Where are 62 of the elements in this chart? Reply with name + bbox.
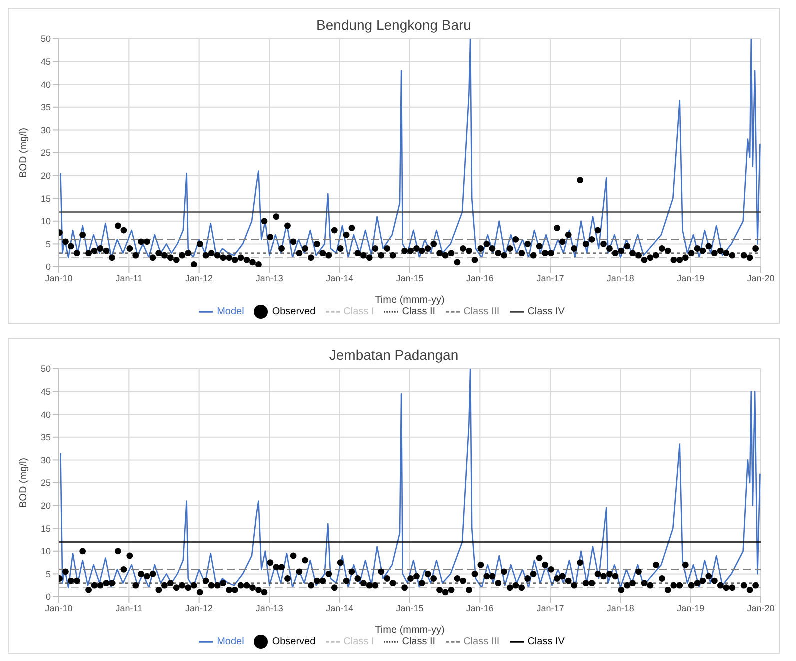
y-tick-label: 25 <box>40 478 51 488</box>
x-tick-label: Jan-11 <box>116 273 143 284</box>
x-tick-label: Jan-17 <box>536 603 564 614</box>
y-tick-label: 25 <box>40 148 51 158</box>
chart-title: Jembatan Padangan <box>328 346 460 363</box>
legend-label: Class II <box>402 636 436 648</box>
y-tick-label: 30 <box>40 455 51 466</box>
x-tick-label: Jan-18 <box>606 603 634 614</box>
x-tick-label: Jan-20 <box>747 273 775 284</box>
y-axis-title: BOD (mg/l) <box>18 128 30 178</box>
x-tick-label: Jan-11 <box>116 603 143 614</box>
x-tick-label: Jan-10 <box>45 603 73 614</box>
legend-label: Class III <box>464 636 500 648</box>
legend-label: Observed <box>272 306 316 318</box>
x-tick-label: Jan-20 <box>747 603 775 614</box>
legend-label: Class IV <box>528 636 565 648</box>
y-tick-label: 0 <box>46 592 51 602</box>
x-tick-label: Jan-19 <box>677 273 705 284</box>
legend-label: Model <box>217 636 244 648</box>
x-tick-label: Jan-14 <box>326 603 354 614</box>
y-tick-label: 30 <box>40 125 51 136</box>
legend-label: Model <box>217 306 244 318</box>
x-tick-label: Jan-13 <box>256 603 284 614</box>
x-tick-label: Jan-16 <box>466 603 494 614</box>
x-tick-label: Jan-14 <box>326 273 354 284</box>
y-tick-label: 20 <box>40 170 51 181</box>
y-tick-label: 50 <box>40 364 51 374</box>
legend-label: Class II <box>402 306 436 318</box>
y-tick-label: 0 <box>46 262 51 272</box>
x-tick-label: Jan-12 <box>186 273 214 284</box>
x-axis-title: Time (mmm-yy) <box>375 295 445 306</box>
legend-label: Class III <box>464 306 500 318</box>
y-tick-label: 45 <box>40 56 51 67</box>
y-tick-label: 40 <box>40 80 51 90</box>
legend-label: Observed <box>272 636 316 648</box>
legend-label: Class I <box>344 636 374 648</box>
x-axis-title: Time (mmm-yy) <box>375 625 445 636</box>
y-tick-label: 35 <box>40 102 51 113</box>
y-tick-label: 20 <box>40 500 51 511</box>
y-tick-label: 40 <box>40 410 51 420</box>
x-tick-label: Jan-17 <box>536 273 564 284</box>
x-tick-label: Jan-12 <box>186 603 214 614</box>
chart-title: Bendung Lengkong Baru <box>316 16 472 33</box>
legend-label: Class I <box>344 306 374 318</box>
x-tick-label: Jan-15 <box>396 603 424 614</box>
x-tick-label: Jan-19 <box>677 603 705 614</box>
y-tick-label: 50 <box>40 34 51 44</box>
y-tick-label: 5 <box>46 569 51 580</box>
legend-label: Class IV <box>528 306 565 318</box>
y-tick-label: 15 <box>40 194 51 204</box>
y-axis-title: BOD (mg/l) <box>18 458 30 508</box>
y-tick-label: 10 <box>40 546 51 557</box>
y-tick-label: 15 <box>40 524 51 534</box>
x-tick-label: Jan-10 <box>45 273 73 284</box>
y-tick-label: 35 <box>40 432 51 443</box>
y-tick-label: 45 <box>40 386 51 397</box>
x-tick-label: Jan-16 <box>466 273 494 284</box>
y-tick-label: 10 <box>40 216 51 227</box>
y-tick-label: 5 <box>46 239 51 250</box>
x-tick-label: Jan-18 <box>606 273 634 284</box>
x-tick-label: Jan-13 <box>256 273 284 284</box>
x-tick-label: Jan-15 <box>396 273 424 284</box>
